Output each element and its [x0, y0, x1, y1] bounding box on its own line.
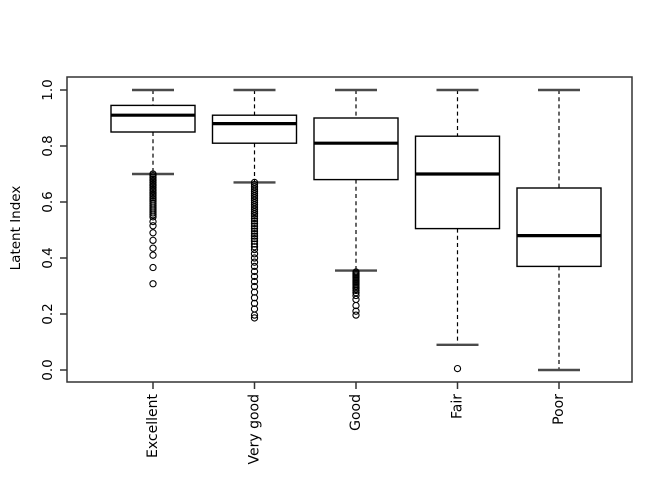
outlier-point — [149, 244, 157, 252]
outlier-point — [250, 222, 259, 230]
y-axis-title: Latent Index — [8, 186, 24, 271]
outlier-point — [250, 258, 259, 266]
outlier-point — [250, 232, 259, 240]
iqr-box — [313, 117, 399, 181]
box-group-fair: Fair — [414, 88, 501, 419]
outlier-point — [250, 224, 259, 233]
box-group-very-good: Very good — [211, 88, 298, 465]
outlier-point — [250, 235, 259, 243]
y-axis-tick-label: 0.4 — [40, 247, 56, 268]
outlier-point — [250, 288, 259, 296]
x-axis-label-good: Good — [348, 394, 364, 431]
outlier-point — [149, 229, 157, 237]
outlier-point — [352, 291, 360, 300]
outlier-point — [149, 236, 157, 245]
iqr-box — [516, 187, 602, 268]
x-axis-label-excellent: Excellent — [145, 393, 161, 457]
x-axis-label-fair: Fair — [450, 394, 466, 419]
outlier-point — [250, 254, 259, 262]
box-group-excellent: Excellent — [110, 88, 196, 458]
outlier-point — [149, 280, 157, 288]
iqr-box — [414, 135, 501, 230]
plot-frame — [66, 76, 633, 383]
outlier-point — [352, 307, 360, 315]
outlier-point — [149, 213, 157, 221]
outlier-point — [352, 301, 360, 310]
outlier-point — [250, 250, 259, 258]
outlier-point — [250, 245, 259, 254]
y-axis-tick-label: 0.0 — [40, 359, 56, 380]
y-axis-tick-label: 0.6 — [40, 191, 56, 212]
outlier-point — [250, 229, 259, 238]
outlier-point — [250, 262, 259, 271]
y-axis-tick-label: 0.8 — [40, 135, 56, 156]
outlier-point — [453, 364, 462, 373]
outlier-point — [250, 207, 259, 216]
outlier-point — [149, 251, 157, 259]
outlier-point — [250, 217, 259, 225]
outlier-point — [250, 237, 259, 245]
outlier-point — [149, 217, 157, 226]
y-axis-tick-label: 0.2 — [40, 303, 56, 324]
outlier-point — [352, 295, 360, 304]
outlier-point — [250, 311, 259, 319]
outlier-point — [250, 214, 259, 223]
outlier-point — [352, 286, 360, 295]
x-axis-label-very-good: Very good — [247, 394, 263, 465]
outlier-point — [250, 299, 259, 308]
outlier-point — [250, 277, 259, 286]
outlier-point — [149, 209, 157, 217]
outlier-point — [149, 263, 157, 272]
outlier-point — [250, 272, 259, 281]
outlier-point — [250, 227, 259, 235]
outlier-point — [250, 240, 259, 248]
outlier-point — [352, 311, 360, 319]
outlier-point — [250, 267, 259, 276]
outlier-point — [250, 294, 259, 302]
outlier-point — [250, 219, 259, 228]
outlier-point — [250, 243, 259, 251]
box-group-good: Good — [313, 88, 399, 431]
iqr-box — [211, 114, 298, 144]
iqr-box — [110, 104, 196, 133]
box-group-poor: Poor — [516, 88, 602, 425]
outlier-point — [250, 282, 259, 291]
outlier-point — [250, 210, 259, 218]
y-axis-tick-label: 1.0 — [40, 79, 56, 100]
outlier-point — [250, 314, 259, 322]
x-axis-label-poor: Poor — [551, 394, 567, 425]
outlier-point — [149, 222, 157, 230]
outlier-point — [250, 212, 259, 220]
